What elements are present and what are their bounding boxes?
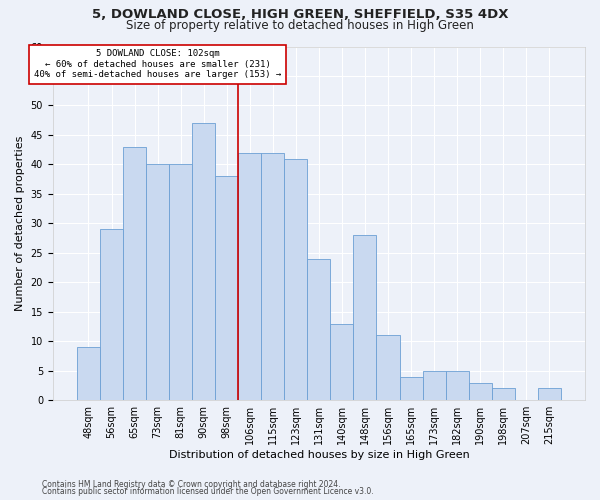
Text: 5 DOWLAND CLOSE: 102sqm
← 60% of detached houses are smaller (231)
40% of semi-d: 5 DOWLAND CLOSE: 102sqm ← 60% of detache… xyxy=(34,50,281,79)
X-axis label: Distribution of detached houses by size in High Green: Distribution of detached houses by size … xyxy=(169,450,469,460)
Bar xyxy=(307,258,331,400)
Bar xyxy=(261,152,284,400)
Bar xyxy=(215,176,238,400)
Bar xyxy=(422,370,446,400)
Text: Contains public sector information licensed under the Open Government Licence v3: Contains public sector information licen… xyxy=(42,487,374,496)
Bar xyxy=(100,229,123,400)
Bar xyxy=(400,376,422,400)
Text: Size of property relative to detached houses in High Green: Size of property relative to detached ho… xyxy=(126,18,474,32)
Bar xyxy=(146,164,169,400)
Bar xyxy=(353,235,376,400)
Bar xyxy=(192,123,215,400)
Text: Contains HM Land Registry data © Crown copyright and database right 2024.: Contains HM Land Registry data © Crown c… xyxy=(42,480,341,489)
Text: 5, DOWLAND CLOSE, HIGH GREEN, SHEFFIELD, S35 4DX: 5, DOWLAND CLOSE, HIGH GREEN, SHEFFIELD,… xyxy=(92,8,508,20)
Bar xyxy=(446,370,469,400)
Bar xyxy=(123,146,146,400)
Bar xyxy=(284,158,307,400)
Bar xyxy=(538,388,561,400)
Bar xyxy=(376,336,400,400)
Bar xyxy=(331,324,353,400)
Bar xyxy=(491,388,515,400)
Bar xyxy=(169,164,192,400)
Y-axis label: Number of detached properties: Number of detached properties xyxy=(15,136,25,311)
Bar xyxy=(77,347,100,400)
Bar xyxy=(238,152,261,400)
Bar xyxy=(469,382,491,400)
